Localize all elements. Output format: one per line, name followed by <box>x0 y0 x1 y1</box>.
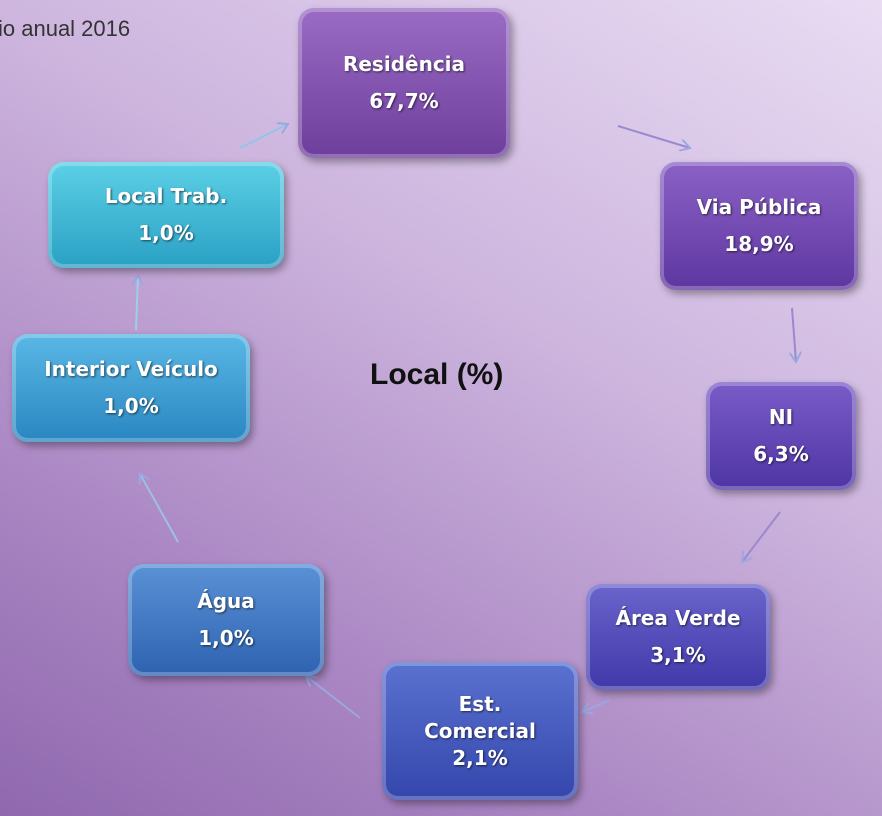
node-value: 1,0% <box>103 394 159 418</box>
node-label: Interior Veículo <box>44 357 218 381</box>
node: Via Pública 18,9% <box>660 162 858 290</box>
node-value: 6,3% <box>753 442 809 466</box>
arrow <box>582 699 611 712</box>
node-value: 18,9% <box>724 232 794 256</box>
node-label: Água <box>197 589 255 613</box>
arrow <box>140 474 179 543</box>
node-value: 67,7% <box>369 89 439 113</box>
node: Água 1,0% <box>128 564 324 676</box>
node: Área Verde 3,1% <box>586 584 770 690</box>
center-title: Local (%) <box>370 358 504 391</box>
node: Local Trab. 1,0% <box>48 162 284 268</box>
node-label: Residência <box>342 52 466 76</box>
arrow <box>306 676 361 719</box>
arrow <box>239 124 288 149</box>
node-value: 1,0% <box>138 221 194 245</box>
node-value: 1,0% <box>198 626 254 650</box>
arrow <box>792 307 796 362</box>
node-label: Via Pública <box>696 195 822 219</box>
arrow <box>136 276 138 331</box>
node-value: 2,1% <box>452 745 508 770</box>
node-label: Área Verde <box>615 606 741 630</box>
node-label: NI <box>768 405 794 429</box>
arrow <box>617 125 690 148</box>
node: NI 6,3% <box>706 382 856 490</box>
node: Residência 67,7% <box>298 8 510 158</box>
node-label: Est. Comercial <box>424 691 536 743</box>
header-title: io anual 2016 <box>0 16 131 41</box>
node: Interior Veículo 1,0% <box>12 334 250 442</box>
node: Est. Comercial 2,1% <box>382 662 578 800</box>
arrow <box>742 511 781 562</box>
node-label: Local Trab. <box>104 184 228 208</box>
node-value: 3,1% <box>650 643 706 667</box>
